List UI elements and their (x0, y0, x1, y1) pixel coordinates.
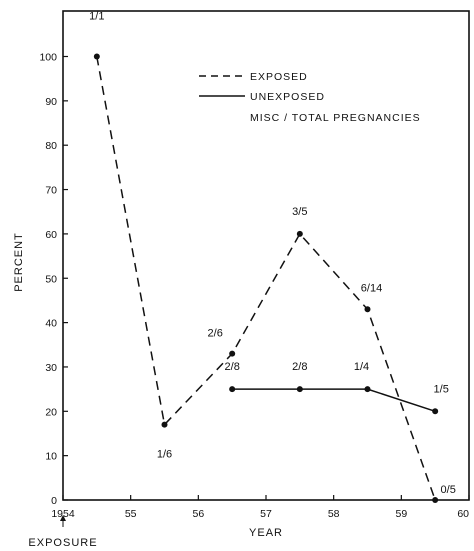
data-label: 2/6 (208, 328, 223, 340)
y-tick-label: 0 (51, 495, 57, 507)
x-tick-label: 55 (125, 508, 137, 520)
data-label: 2/8 (292, 361, 307, 373)
x-axis-ticks: 1954 55 56 57 58 59 60 (51, 495, 470, 520)
exposure-arrowhead (60, 515, 66, 521)
data-label: 1/1 (89, 11, 104, 23)
y-tick-label: 90 (45, 96, 57, 108)
data-point (432, 497, 439, 503)
legend-unexposed-label: UNEXPOSED (250, 91, 325, 103)
series-line-exposed (96, 56, 436, 501)
data-point (364, 386, 371, 393)
legend-exposed-label: EXPOSED (250, 71, 308, 83)
series-exposed: 1/1 1/6 2/6 3/5 6/14 0/5 (89, 11, 456, 503)
data-label: 0/5 (441, 484, 456, 496)
x-tick-label: 1954 (51, 508, 75, 520)
legend: EXPOSED UNEXPOSED MISC / TOTAL PREGNANCI… (199, 71, 421, 124)
data-point (364, 306, 371, 313)
x-tick-label: 59 (395, 508, 407, 520)
exposure-label: EXPOSURE (28, 537, 97, 549)
y-tick-label: 10 (45, 451, 57, 463)
y-tick-label: 80 (45, 140, 57, 152)
legend-note: MISC / TOTAL PREGNANCIES (250, 112, 421, 124)
x-tick-label: 60 (457, 508, 469, 520)
data-point (93, 53, 100, 60)
data-label: 3/5 (292, 206, 307, 218)
y-tick-label: 20 (45, 406, 57, 418)
y-tick-label: 50 (45, 273, 57, 285)
y-tick-label: 100 (39, 52, 57, 64)
data-label: 1/5 (434, 383, 449, 395)
data-point (432, 408, 439, 415)
data-label: 1/4 (354, 361, 369, 373)
y-tick-label: 30 (45, 362, 57, 374)
data-point (296, 230, 303, 237)
x-tick-label: 56 (192, 508, 204, 520)
x-tick-label: 58 (328, 508, 340, 520)
exposure-annotation: EXPOSURE (28, 515, 97, 549)
data-label: 2/8 (225, 361, 240, 373)
data-point (161, 421, 168, 428)
data-point (296, 386, 303, 393)
plot-frame (62, 10, 470, 501)
series-layer: 1/1 1/6 2/6 3/5 6/14 0/5 2/8 2/8 1/4 1/5 (89, 11, 456, 503)
series-line-unexposed (232, 388, 436, 413)
data-point (229, 386, 236, 393)
data-label: 6/14 (361, 282, 382, 294)
data-label: 1/6 (157, 449, 172, 461)
data-point (229, 350, 236, 357)
y-axis-title: PERCENT (13, 232, 25, 292)
y-tick-label: 60 (45, 229, 57, 241)
series-unexposed: 2/8 2/8 1/4 1/5 (225, 361, 449, 415)
y-axis-ticks: 0 10 20 30 40 50 60 70 80 90 100 (39, 52, 68, 507)
y-tick-label: 40 (45, 318, 57, 330)
y-tick-label: 70 (45, 185, 57, 197)
x-tick-label: 57 (260, 508, 272, 520)
x-axis-title: YEAR (249, 527, 283, 539)
